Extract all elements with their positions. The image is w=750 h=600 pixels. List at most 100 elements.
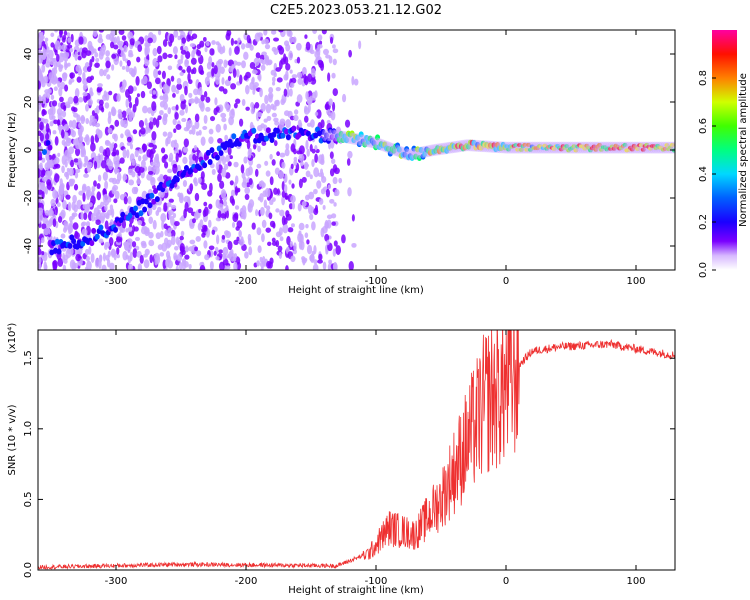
spectrogram-cell — [80, 211, 84, 221]
spectrogram-cell — [246, 139, 251, 150]
colorbar: 0.0 0.2 0.4 0.6 0.8 Normalized spectral ampl… — [698, 30, 749, 278]
spectrogram-cell — [188, 154, 193, 162]
spectrogram-signal-cell — [45, 140, 51, 147]
spectrogram-cell — [108, 177, 115, 183]
spectrogram-cell — [123, 196, 128, 205]
spectrogram-cell — [160, 147, 166, 154]
spectrogram-cell — [105, 254, 110, 261]
spectrogram-cell — [82, 71, 86, 81]
spectrogram-cell — [233, 212, 239, 219]
spectrogram-cell — [133, 226, 139, 232]
spectrogram-cell — [39, 31, 44, 37]
spectrogram-cell — [82, 192, 86, 202]
spectrogram-cell — [193, 177, 198, 184]
spectrogram-cell — [208, 136, 214, 145]
spectrogram-signal-cell — [404, 146, 410, 153]
spectrogram-cell — [245, 71, 251, 79]
spectrogram-cell — [259, 256, 263, 263]
spectrogram-cell — [193, 211, 199, 221]
spectrogram-signal-cell — [138, 210, 144, 217]
spectrogram-cell — [96, 182, 101, 190]
spectrogram-cell — [257, 245, 262, 253]
spectrogram-cell — [284, 148, 290, 157]
spectrogram-cell — [136, 93, 140, 98]
spectrogram-cell — [157, 30, 162, 36]
spectrogram-cell — [179, 235, 184, 241]
spectrogram-cell — [50, 198, 56, 207]
spectrogram-signal-cell — [280, 132, 286, 139]
spectrogram-cell — [63, 56, 69, 62]
spectrogram-cell — [52, 218, 57, 228]
spectrogram-cell — [184, 245, 189, 253]
spectrogram-cell — [232, 256, 237, 262]
spectrogram-cell — [305, 139, 309, 150]
spectrogram-cell — [256, 163, 262, 169]
spectrogram-cell — [66, 32, 71, 38]
spectrogram-cell — [258, 72, 262, 82]
spectrogram-cell — [147, 170, 154, 175]
spectrogram-signal-cell — [358, 131, 364, 138]
spectrogram-cell — [147, 128, 151, 133]
spectrogram-cell — [231, 222, 236, 228]
spectrogram-cell — [290, 163, 294, 170]
spectrogram-cell — [244, 251, 249, 259]
spectrogram-cell — [178, 65, 183, 71]
spectrogram-cell — [312, 30, 318, 35]
spectrogram-cell — [38, 207, 44, 213]
spectrogram-cell — [217, 43, 222, 53]
spectrogram-cell — [154, 154, 159, 164]
spectrogram-cell — [288, 179, 292, 185]
spectrogram-cell — [220, 213, 227, 219]
spectrogram-cell — [159, 101, 165, 108]
spectrogram-cell — [288, 50, 293, 61]
spectrogram-cell — [211, 40, 216, 45]
spectrogram-cell — [108, 90, 113, 96]
spectrogram-signal-cell — [640, 147, 646, 152]
spectrogram-cell — [184, 85, 188, 96]
spectrogram-signal-cell — [331, 128, 337, 135]
spectrogram-cell — [265, 170, 271, 177]
spectrogram-cell — [90, 142, 96, 152]
snr-xtick-label: -300 — [105, 576, 128, 587]
spectrogram-cell — [230, 37, 234, 46]
spectrogram-x-ticks: -300 -200 -100 0 100 — [105, 30, 646, 287]
spectrogram-cell — [67, 225, 72, 235]
spectrogram-cell — [165, 250, 171, 259]
spectrogram-cell — [275, 231, 282, 238]
spectrogram-cell — [193, 144, 198, 151]
spectrogram-cell — [163, 237, 169, 245]
spectrogram-cell — [202, 125, 208, 130]
spectrogram-cell — [119, 227, 124, 233]
spectrogram-cell — [63, 220, 69, 227]
spectrogram-cell — [255, 209, 259, 217]
spectrogram-xtick-label: -200 — [235, 276, 258, 287]
spectrogram-cell — [115, 149, 120, 157]
spectrogram-cell — [117, 109, 122, 115]
spectrogram-cell — [111, 151, 117, 157]
spectrogram-cell — [152, 164, 158, 170]
spectrogram-cell — [305, 223, 309, 229]
spectrogram-cell — [97, 83, 103, 88]
spectrogram-signal-cell — [362, 141, 368, 148]
spectrogram-cell — [215, 123, 221, 133]
spectrogram-signal-cell — [269, 136, 275, 143]
spectrogram-cell — [69, 72, 76, 79]
spectrogram-cell — [162, 39, 168, 47]
spectrogram-cell — [41, 251, 45, 256]
snr-xlabel: Height of straight line (km) — [288, 585, 424, 596]
spectrogram-cell — [134, 166, 141, 174]
spectrogram-cell — [140, 90, 146, 99]
spectrogram-cell — [265, 103, 272, 114]
spectrogram-cell — [313, 188, 318, 195]
spectrogram-cell — [310, 119, 315, 128]
spectrogram-signal-cell — [524, 147, 530, 152]
spectrogram-cell — [351, 242, 357, 248]
spectrogram-cell — [331, 72, 336, 79]
spectrogram-cell — [111, 64, 115, 71]
spectrogram-signal-cell — [664, 143, 670, 148]
spectrogram-cell — [243, 51, 249, 60]
spectrogram-signal-cell — [515, 147, 521, 152]
spectrogram-cell — [290, 223, 295, 228]
spectrogram-cell — [303, 115, 309, 123]
